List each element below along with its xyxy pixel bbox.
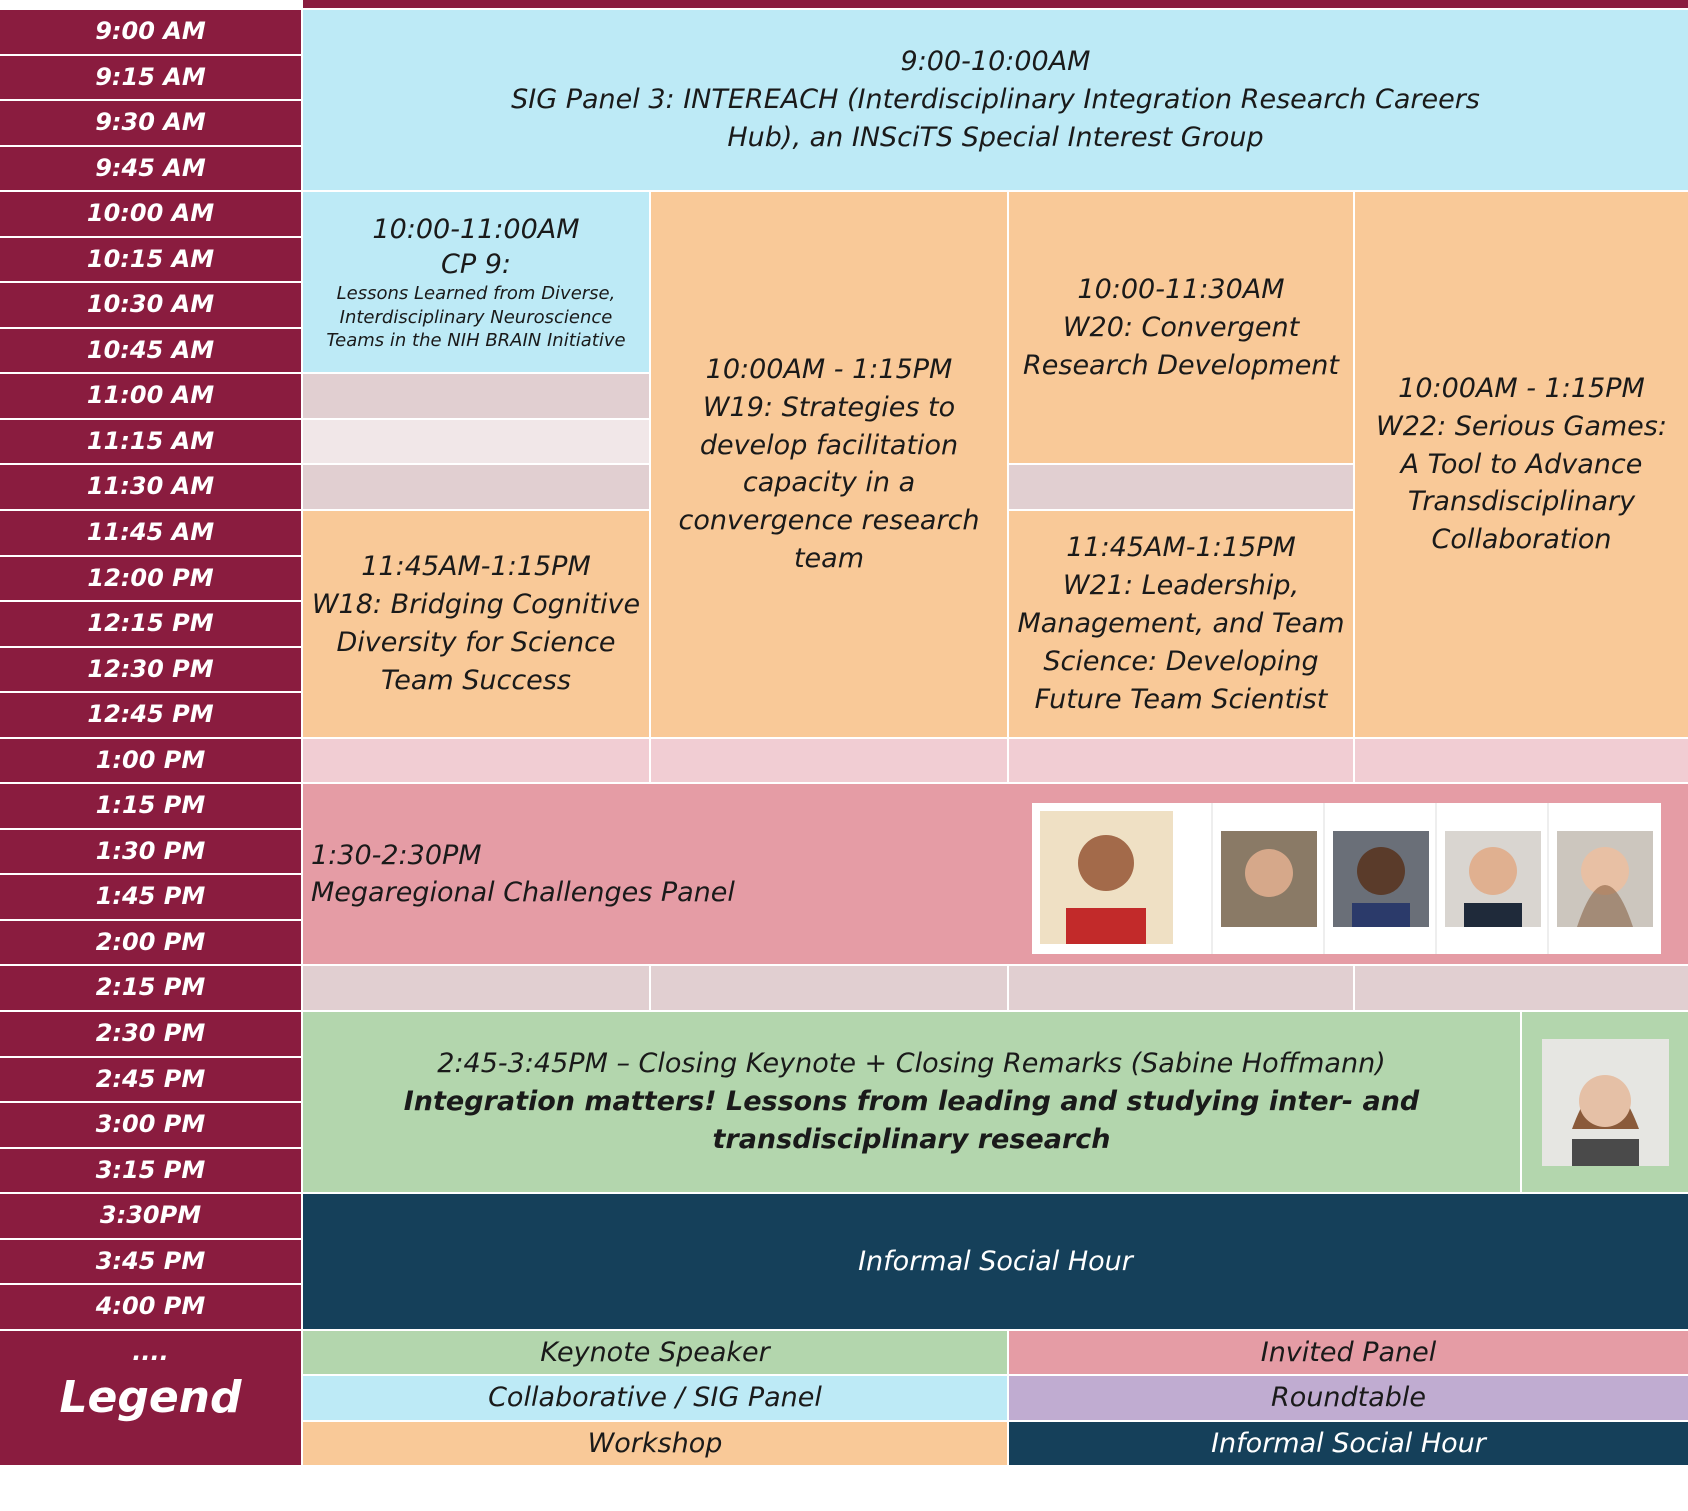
cp9: 10:00-11:00AM CP 9: Lessons Learned from… xyxy=(303,192,649,373)
gap-cell xyxy=(651,966,1007,1010)
time-label: 11:00 AM xyxy=(0,374,301,418)
time: 11:45AM-1:15PM xyxy=(1066,532,1296,564)
legend-item: Workshop xyxy=(303,1421,1007,1466)
time: 10:00AM - 1:15PM xyxy=(705,354,953,386)
time-label: 9:15 AM xyxy=(0,55,301,100)
title: Lessons Learned from Diverse, Interdisci… xyxy=(326,283,626,352)
gap-cell xyxy=(1355,966,1688,1010)
time-label: 9:00 AM xyxy=(0,10,301,54)
panel: 1:30-2:30PM Megaregional Challenges Pane… xyxy=(303,784,1688,965)
time-label: 12:15 PM xyxy=(0,602,301,646)
time-label: 12:30 PM xyxy=(0,647,301,692)
title: Megaregional Challenges Panel xyxy=(311,877,735,909)
legend-item: Collaborative / SIG Panel xyxy=(303,1376,1007,1420)
gap-cell xyxy=(303,419,649,464)
time-label: 10:00 AM xyxy=(0,192,301,236)
title: Integration matters! Lessons from leadin… xyxy=(403,1086,1420,1155)
legend-item: Informal Social Hour xyxy=(1009,1421,1688,1466)
time-label: 10:30 AM xyxy=(0,283,301,327)
keynote: 2:45-3:45PM – Closing Keynote + Closing … xyxy=(303,1012,1688,1193)
gap-cell xyxy=(1009,966,1353,1010)
time-label: 2:30 PM xyxy=(0,1012,301,1056)
time-label: 9:30 AM xyxy=(0,101,301,145)
gap-cell xyxy=(1355,738,1688,783)
time-label: 3:00 PM xyxy=(0,1103,301,1147)
legend-item: Keynote Speaker xyxy=(303,1330,1007,1375)
time: 10:00-11:00AM xyxy=(372,214,580,246)
code: CP 9: xyxy=(441,249,511,281)
time-label: 2:15 PM xyxy=(0,966,301,1010)
time-label: 1:45 PM xyxy=(0,875,301,919)
header-strip xyxy=(303,0,1688,8)
time-label: 2:45 PM xyxy=(0,1057,301,1102)
gap-cell xyxy=(303,465,649,509)
time: 1:30-2:30PM xyxy=(311,839,482,871)
keynote-photo-cell xyxy=(1520,1012,1688,1193)
time-label: 10:15 AM xyxy=(0,237,301,282)
gap-cell xyxy=(651,738,1007,783)
time-label: 3:45 PM xyxy=(0,1239,301,1284)
title: W18: Bridging Cognitive Diversity for Sc… xyxy=(311,589,641,696)
title: SIG Panel 3: INTEREACH (Interdisciplinar… xyxy=(511,84,1480,153)
time-label: 10:45 AM xyxy=(0,328,301,373)
title: Informal Social Hour xyxy=(858,1245,1133,1277)
time-label: 11:45 AM xyxy=(0,511,301,555)
time: 10:00-11:30AM xyxy=(1077,274,1285,306)
time: 9:00-10:00AM xyxy=(900,46,1091,78)
time-label: 1:15 PM xyxy=(0,784,301,828)
gap-cell xyxy=(1009,738,1353,783)
panel-photos xyxy=(1032,803,1661,955)
w21: 11:45AM-1:15PM W21: Leadership, Manageme… xyxy=(1009,511,1353,737)
w18: 11:45AM-1:15PM W18: Bridging Cognitive D… xyxy=(303,511,649,737)
title: W22: Serious Games: A Tool to Advance Tr… xyxy=(1376,410,1667,556)
time-label: 3:30PM xyxy=(0,1194,301,1238)
w22: 10:00AM - 1:15PM W22: Serious Games: A T… xyxy=(1355,192,1688,737)
gap-cell xyxy=(1009,465,1353,509)
time: 11:45AM-1:15PM xyxy=(361,551,591,583)
gap-cell xyxy=(303,738,649,783)
legend-item: Invited Panel xyxy=(1009,1330,1688,1375)
time-label: 11:30 AM xyxy=(0,465,301,509)
time-label: 11:15 AM xyxy=(0,419,301,464)
w20: 10:00-11:30AM W20: Convergent Research D… xyxy=(1009,192,1353,464)
time-label: 1:30 PM xyxy=(0,829,301,874)
time-label: 4:00 PM xyxy=(0,1285,301,1329)
time-label: 2:00 PM xyxy=(0,920,301,965)
time: 10:00AM - 1:15PM xyxy=(1398,372,1645,404)
w19: 10:00AM - 1:15PM W19: Strategies to deve… xyxy=(651,192,1007,737)
time: 2:45-3:45PM – Closing Keynote + Closing … xyxy=(437,1048,1386,1080)
social-hour: Informal Social Hour xyxy=(303,1194,1688,1329)
time-label: 9:45 AM xyxy=(0,146,301,191)
time-label: 12:45 PM xyxy=(0,693,301,737)
time-label: 1:00 PM xyxy=(0,738,301,783)
title: W19: Strategies to develop facilitation … xyxy=(678,391,980,575)
keynote-text: 2:45-3:45PM – Closing Keynote + Closing … xyxy=(303,1012,1520,1192)
sig-panel: 9:00-10:00AM SIG Panel 3: INTEREACH (Int… xyxy=(303,10,1688,191)
title: W20: Convergent Research Development xyxy=(1023,311,1339,381)
gap-cell xyxy=(303,966,649,1010)
time-label: 3:15 PM xyxy=(0,1148,301,1193)
keynote-photo xyxy=(1541,1038,1669,1166)
time-label: .... xyxy=(0,1330,301,1375)
time-label: 12:00 PM xyxy=(0,556,301,601)
gap-cell xyxy=(303,374,649,418)
title: W21: Leadership, Management, and Team Sc… xyxy=(1017,570,1345,715)
legend-item: Roundtable xyxy=(1009,1376,1688,1420)
